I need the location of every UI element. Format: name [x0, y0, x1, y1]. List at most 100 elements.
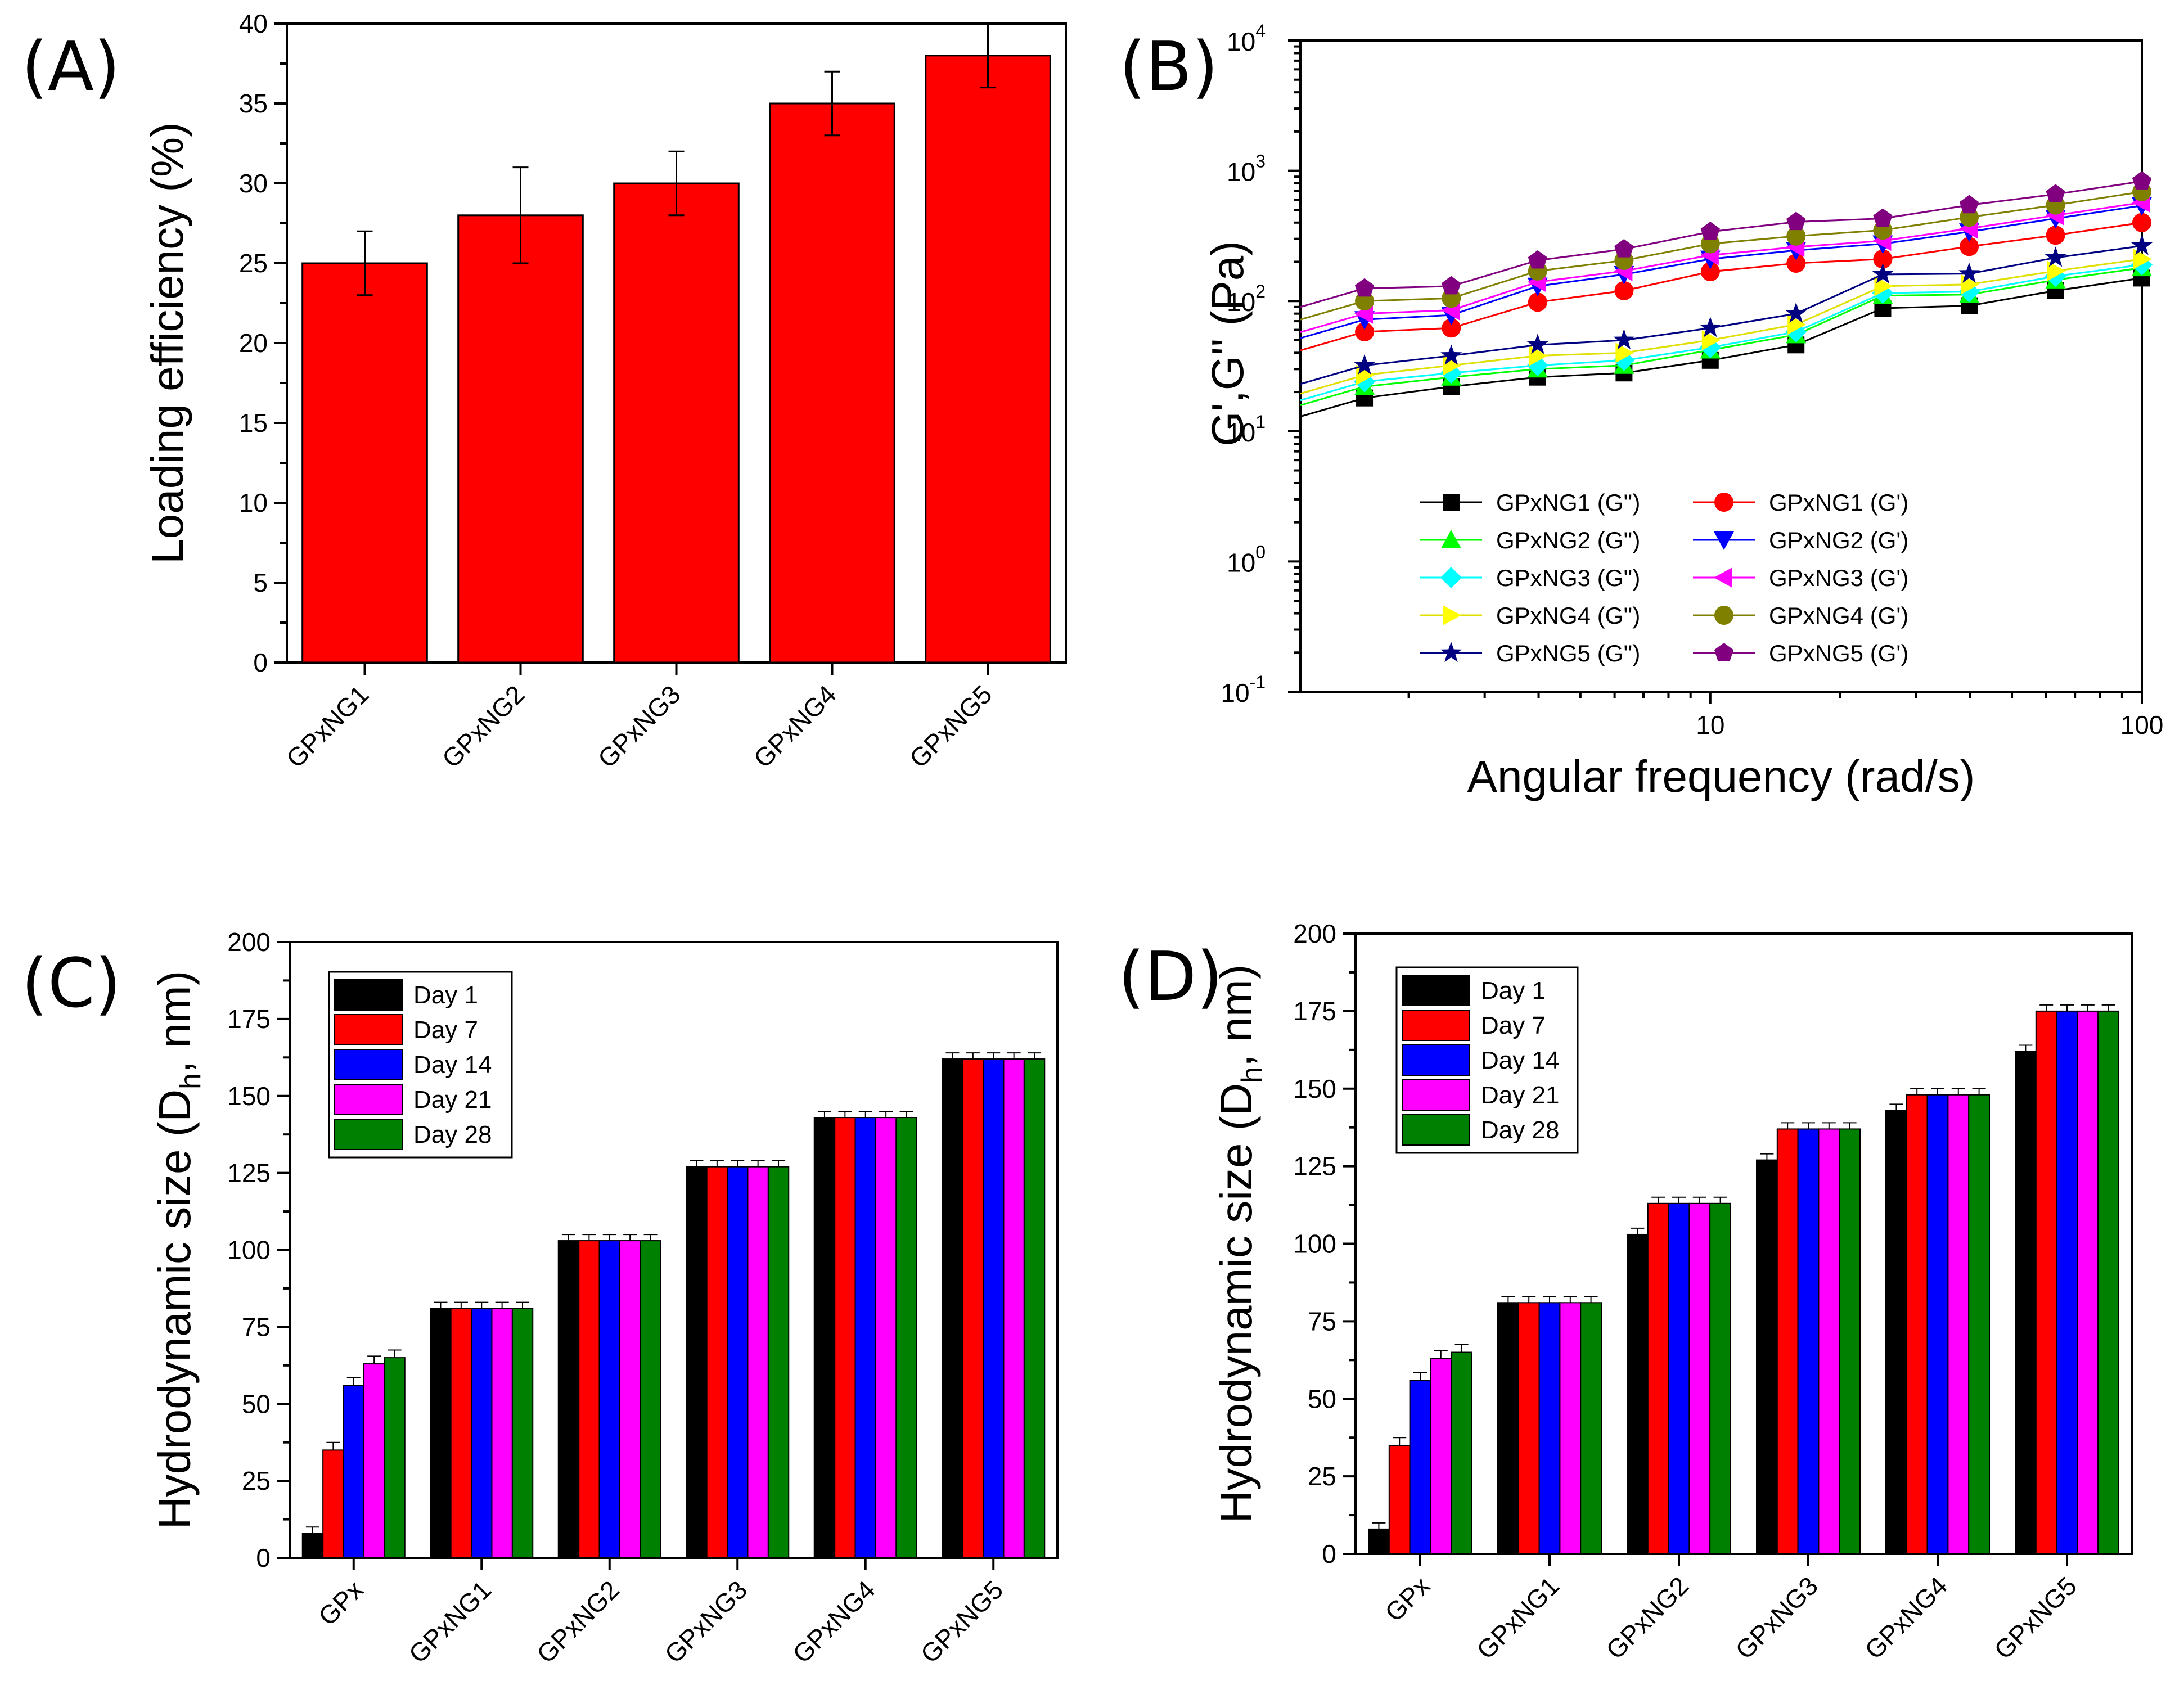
panel-d-x-tick-label: GPxNG5 [1988, 1571, 2082, 1665]
panel-c-y-tick-label: 200 [227, 927, 271, 957]
panel-d-bar-gpx-day-1 [1368, 1528, 1390, 1554]
panel-b-label: (B) [1119, 28, 1218, 106]
panel-a-y-tick-label: 15 [239, 408, 268, 438]
panel-c-bar-gpxng2-day-14 [598, 1240, 620, 1558]
panel-d-bar-gpxng1-day-7 [1517, 1302, 1540, 1554]
panel-b-y-tick-base: 10 [1227, 548, 1255, 577]
panel-c-bar-gpxng2-day-1 [557, 1240, 580, 1558]
panel-a-bar-gpxng4 [769, 102, 895, 664]
panel-c-bar-gpxng4-day-14 [854, 1117, 876, 1558]
panel-b-point-gpxng5-g [1528, 250, 1547, 269]
panel-b-point-gpxng1-g [1786, 254, 1806, 273]
panel-b-point-gpxng5-g [2046, 184, 2065, 202]
panel-b-series-gpxng4-g [1300, 182, 2151, 321]
panel-d-bar-gpxng5-day-7 [2035, 1010, 2057, 1554]
panel-b-point-gpxng4-g [2133, 249, 2152, 269]
panel-b-legend-label: GPxNG5 (G'') [1496, 640, 1640, 666]
panel-b-point-gpxng5-g [1699, 317, 1721, 337]
panel-d-x-tick-label: GPxNG1 [1471, 1571, 1565, 1665]
panel-c-bar-gpxng4-day-28 [895, 1117, 917, 1558]
panel-b-point-gpxng5-g [2045, 246, 2066, 267]
panel-b-point-gpxng1-g [2046, 226, 2065, 245]
panel-d-bar-gpxng3-day-14 [1797, 1128, 1820, 1554]
panel-c-y-tick-label: 25 [242, 1466, 271, 1495]
panel-a-label: (A) [21, 28, 120, 106]
panel-b-legend-marker [1714, 493, 1733, 512]
panel-d-x-tick-label: GPxNG3 [1730, 1571, 1823, 1665]
panel-b-y-tick-exponent: 2 [1255, 281, 1266, 301]
panel-b-point-gpxng4-g [1786, 226, 1806, 246]
panel-b-y-axis-title: G',G'' (Pa) [1203, 241, 1253, 447]
panel-d-y-tick-label: 25 [1308, 1462, 1336, 1491]
panel-a-bar-gpxng1 [301, 262, 428, 664]
panel-d-bar-gpxng2-day-21 [1688, 1202, 1711, 1554]
panel-d-bar-gpxng1-day-14 [1538, 1302, 1561, 1554]
panel-a-x-tick-label: GPxNG5 [904, 679, 998, 773]
panel-c-legend-label: Day 28 [413, 1121, 492, 1148]
panel-a-y-tick-label: 20 [239, 328, 268, 358]
panel-b-y-tick-label: 10-1 [1221, 672, 1266, 707]
panel-b-point-gpxng5-g [1526, 334, 1548, 354]
panel-d-y-axis-title-main: Hydrodynamic size (D [1211, 1083, 1261, 1523]
panel-a: (A) 0 5 10 15 20 25 30 35 40 GPxNG1 GPxNG2 GPxNG3 GPx… [21, 9, 1067, 773]
panel-d-bar-gpxng5-day-28 [2097, 1010, 2119, 1554]
panel-d-bar-gpxng4-day-28 [1968, 1094, 1990, 1554]
panel-b-series-gpxng1-g [1300, 269, 2150, 418]
panel-d-legend-swatch [1402, 1010, 1470, 1041]
panel-b-legend-label: GPxNG4 (G'') [1496, 602, 1640, 629]
panel-d-bar-gpxng3-day-21 [1818, 1128, 1840, 1554]
panel-b-point-gpxng5-g [1785, 302, 1807, 323]
panel-d-bar-gpxng3-day-28 [1839, 1128, 1861, 1554]
panel-d-legend-label: Day 1 [1481, 977, 1546, 1004]
panel-b-y-tick-base: 10 [1221, 678, 1249, 707]
panel-b-y-tick-exponent: 3 [1255, 151, 1266, 172]
panel-b-point-gpxng5-g [1613, 328, 1635, 350]
panel-b-point-gpxng5-g [1786, 211, 1806, 231]
panel-c-legend-label: Day 7 [413, 1016, 478, 1044]
panel-b-point-gpxng5-g [1614, 239, 1634, 258]
panel-a-y-tick-label: 10 [239, 488, 268, 517]
panel-d-bar-gpxng3-day-7 [1776, 1128, 1799, 1554]
panel-b-y-tick-label: 100 [1227, 542, 1266, 577]
panel-d-y-tick-label: 0 [1322, 1539, 1336, 1569]
panel-b-x-tick-label: 100 [2120, 710, 2164, 740]
panel-c-y-tick-label: 100 [227, 1236, 271, 1265]
panel-c-legend-label: Day 21 [413, 1086, 492, 1114]
panel-d-bar-gpx-day-7 [1388, 1444, 1411, 1555]
panel-a-x-tick-label: GPxNG3 [592, 679, 686, 773]
panel-b-legend-marker [1714, 643, 1734, 661]
panel-d-bar-gpxng1-day-28 [1580, 1302, 1602, 1554]
panel-c: (C) 0 25 50 75 100 125 150 175 200 GPx GPxNG1 GPxNG2… [21, 927, 1059, 1669]
panel-c-y-axis-title-tail: , nm) [150, 971, 200, 1073]
panel-c-bar-gpxng4-day-7 [834, 1117, 856, 1558]
panel-c-bar-gpxng2-day-7 [578, 1240, 600, 1558]
panel-c-y-tick-label: 75 [242, 1312, 271, 1341]
panel-b-plot-frame [1299, 39, 2143, 693]
panel-c-y-axis-title-sub: h [174, 1073, 207, 1089]
panel-d-bar-gpxng5-day-14 [2056, 1010, 2078, 1554]
panel-a-bar-gpxng5 [925, 55, 1051, 664]
panel-b-line-gpxng2-g [1300, 205, 2142, 339]
panel-c-legend-label: Day 14 [413, 1051, 492, 1079]
panel-d-legend-swatch [1402, 975, 1470, 1006]
panel-c-bar-gpxng3-day-28 [767, 1166, 790, 1559]
panel-a-y-tick-label: 0 [253, 648, 268, 677]
panel-a-y-tick-label: 30 [239, 169, 268, 198]
panel-b-point-gpxng1-g [1528, 292, 1547, 312]
panel-d-y-axis-title: Hydrodynamic size (Dh, nm) [1211, 965, 1268, 1524]
panel-d-y-tick-label: 100 [1293, 1229, 1336, 1259]
panel-b-legend-label: GPxNG3 (G') [1769, 565, 1908, 591]
panel-d-legend-swatch [1402, 1044, 1470, 1076]
panel-b-point-gpxng5-g [1959, 195, 1979, 214]
panel-a-y-tick-label: 25 [239, 249, 268, 278]
panel-d-legend-label: Day 21 [1481, 1081, 1559, 1109]
panel-d-y-tick-label: 75 [1308, 1306, 1336, 1336]
panel-b-series-gpxng5-g [1300, 235, 2153, 385]
panel-c-bar-gpxng3-day-1 [686, 1166, 708, 1559]
panel-d-legend-label: Day 14 [1481, 1047, 1559, 1074]
panel-a-x-tick-label: GPxNG1 [281, 679, 375, 773]
panel-b-y-tick-exponent: -1 [1250, 672, 1266, 692]
panel-c-bar-gpxng4-day-21 [875, 1117, 897, 1558]
panel-d-bar-gpxng2-day-1 [1627, 1233, 1649, 1555]
panel-b-point-gpxng4-g [1615, 342, 1634, 363]
